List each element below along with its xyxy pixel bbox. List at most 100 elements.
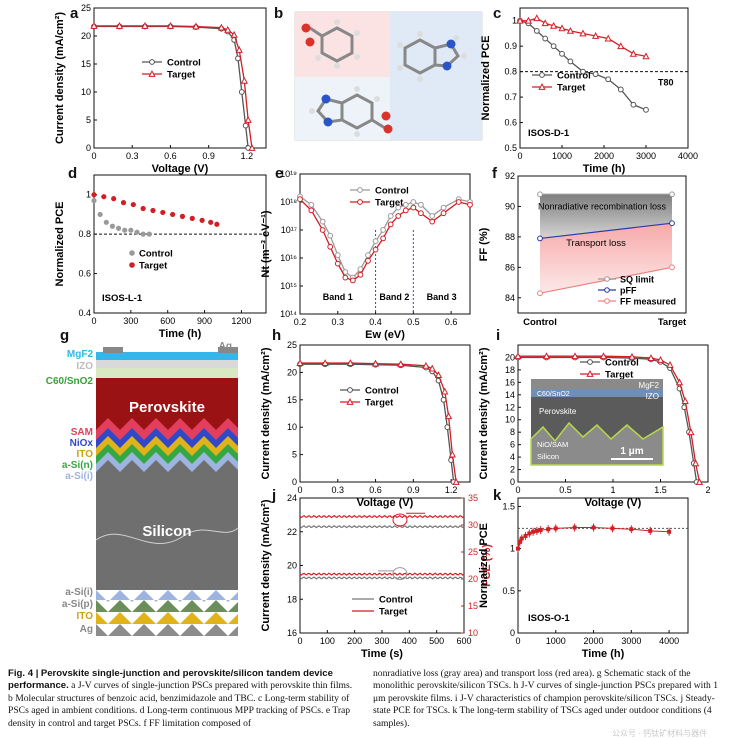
- data-point-k: [517, 539, 522, 544]
- caption-figure-number: Fig. 4 |: [8, 668, 39, 679]
- caption-right-column: nonradiative loss (gray area) and transp…: [373, 668, 718, 730]
- x-axis-title-c: Time (h): [583, 163, 626, 175]
- panel-f: Nonradiative recombination loss Transport…: [478, 171, 687, 328]
- data-point-h: [346, 359, 354, 366]
- plot-frame-k: [517, 497, 689, 634]
- data-point-e: [308, 207, 315, 214]
- label-niox: NiOx: [70, 438, 94, 449]
- data-point-d: [109, 223, 116, 229]
- category-label-f: Control: [523, 317, 557, 328]
- caption-left-column: Fig. 4 | Perovskite single-junction and …: [8, 668, 353, 730]
- data-point-k: [610, 526, 615, 531]
- data-point-d: [170, 211, 176, 218]
- data-point-d: [214, 221, 220, 227]
- y-tick-label-right-j: 30: [468, 520, 478, 530]
- y-tick-label-i: 2: [510, 465, 515, 475]
- legend-marker: [347, 387, 353, 393]
- data-point-c: [592, 71, 599, 78]
- data-point-c: [605, 76, 612, 83]
- y-tick-label-e: 10¹⁸: [280, 197, 297, 207]
- y-axis-title-e: Nt (m⁻³ eV⁻¹): [260, 210, 272, 278]
- data-point-a: [244, 116, 252, 123]
- data-point-d: [97, 211, 103, 218]
- data-point-e: [395, 204, 402, 211]
- y-tick-label-i: 18: [505, 365, 515, 375]
- data-point-e: [440, 210, 447, 217]
- x-tick-label-d: 1200: [231, 316, 251, 326]
- series-line-j-control-pce: [299, 576, 465, 580]
- data-point-d: [91, 192, 97, 198]
- region-label-transport: Transport loss: [566, 238, 626, 249]
- data-point-d: [111, 196, 117, 202]
- panel-letter-b: b: [274, 5, 283, 22]
- x-tick-label-d: 0: [91, 316, 96, 326]
- y-tick-label-c: 0.9: [504, 41, 517, 51]
- label-ag-top: Ag: [219, 341, 232, 352]
- legend-label: Control: [365, 386, 399, 397]
- data-point-d: [128, 227, 134, 233]
- y-tick-label-a: 5: [86, 115, 91, 125]
- data-point-d: [199, 217, 205, 223]
- panel-k: 0 1000 2000 3000 4000 0 0.5 1 1.5 Time (h) Normali…: [478, 497, 689, 660]
- panel-letter-c: c: [493, 5, 501, 22]
- x-tick-label-k: 1000: [546, 636, 566, 646]
- legend-marker: [604, 276, 610, 282]
- x-tick-label-a: 0.6: [164, 151, 177, 161]
- data-point-e: [319, 218, 326, 225]
- legend-label: Control: [379, 595, 413, 606]
- plot-frame-e: [299, 173, 471, 315]
- panel-a: 0 0.3 0.6 0.9 1.2 0 5 10 15 20 25 Voltage (V) Curren…: [54, 3, 267, 175]
- legend-marker: [129, 262, 135, 268]
- data-point-d: [150, 207, 156, 214]
- y-tick-label-j: 22: [287, 527, 297, 537]
- y-tick-label-d: 1: [86, 190, 91, 200]
- x-tick-label-e: 0.6: [445, 317, 458, 327]
- legend-marker: [357, 199, 363, 205]
- data-point-e: [327, 232, 334, 239]
- y-tick-label-c: 0.6: [504, 118, 517, 128]
- y-tick-label-right-j: 20: [468, 574, 478, 584]
- legend-marker: [586, 370, 594, 377]
- y-axis-title-right-j: PCE (%): [481, 544, 493, 587]
- panel-c: 0 1000 2000 3000 4000 0.5 0.6 0.7 0.8 0.9 1 Time (h…: [480, 7, 698, 175]
- y-tick-label-d: 0.6: [78, 269, 91, 279]
- data-point-c: [604, 34, 612, 42]
- y-tick-label-a: 25: [81, 3, 91, 13]
- data-point-h: [441, 387, 449, 395]
- data-point-e: [395, 213, 402, 219]
- data-point-f: [669, 264, 675, 271]
- x-tick-label-i: 2: [705, 485, 710, 495]
- legend-label: Control: [167, 58, 201, 69]
- legend-marker: [346, 398, 354, 405]
- y-axis-title-h: Current density (mA/cm²): [260, 347, 272, 479]
- data-point-i: [647, 354, 655, 361]
- y-tick-label-k: 0.5: [502, 586, 515, 596]
- data-point-c: [516, 16, 524, 24]
- ag-contact-left: [103, 347, 123, 353]
- legend-label: Control: [557, 71, 591, 82]
- data-point-k: [516, 546, 520, 551]
- y-tick-label-a: 20: [81, 31, 91, 41]
- x-tick-label-a: 0: [91, 151, 96, 161]
- data-point-e: [417, 210, 424, 217]
- label-asi-i-top: a-Si(i): [65, 471, 93, 482]
- data-point-h: [296, 359, 304, 366]
- x-tick-label-a: 0.3: [126, 151, 139, 161]
- legend-marker: [539, 72, 545, 78]
- sem-silicon-texture: [530, 421, 664, 466]
- series-line-h-control: [300, 363, 455, 483]
- data-point-d: [115, 225, 122, 231]
- label-ito-top: ITO: [77, 449, 94, 460]
- x-axis-title-a: Voltage (V): [152, 163, 209, 175]
- y-tick-label-a: 0: [86, 143, 91, 153]
- data-point-i: [687, 428, 695, 436]
- plot-frame-f: [517, 175, 687, 314]
- x-axis-title-e: Ew (eV): [365, 329, 405, 341]
- data-point-d: [140, 205, 146, 212]
- x-axis-title-h: Voltage (V): [357, 497, 414, 509]
- data-point-d: [179, 213, 186, 219]
- data-point-h: [371, 359, 380, 367]
- data-point-e: [440, 204, 447, 211]
- label-asi-i-bottom: a-Si(i): [65, 587, 93, 598]
- data-point-h: [397, 360, 405, 368]
